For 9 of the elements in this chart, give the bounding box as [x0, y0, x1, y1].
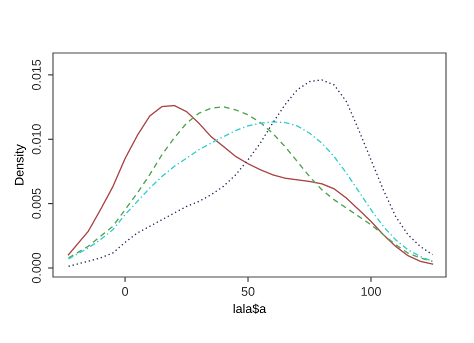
y-tick-label: 0.005: [32, 188, 41, 219]
y-tick-label: 0.000: [32, 252, 41, 284]
y-tick-label: 0.010: [32, 124, 41, 154]
y-axis-title: Density: [14, 144, 26, 185]
x-tick-label: 50: [242, 287, 254, 296]
x-tick-label: 0: [122, 287, 128, 296]
y-tick-label: 0.015: [32, 60, 41, 90]
x-axis-title: lala$a: [234, 304, 266, 314]
x-tick-label: 100: [362, 287, 381, 296]
